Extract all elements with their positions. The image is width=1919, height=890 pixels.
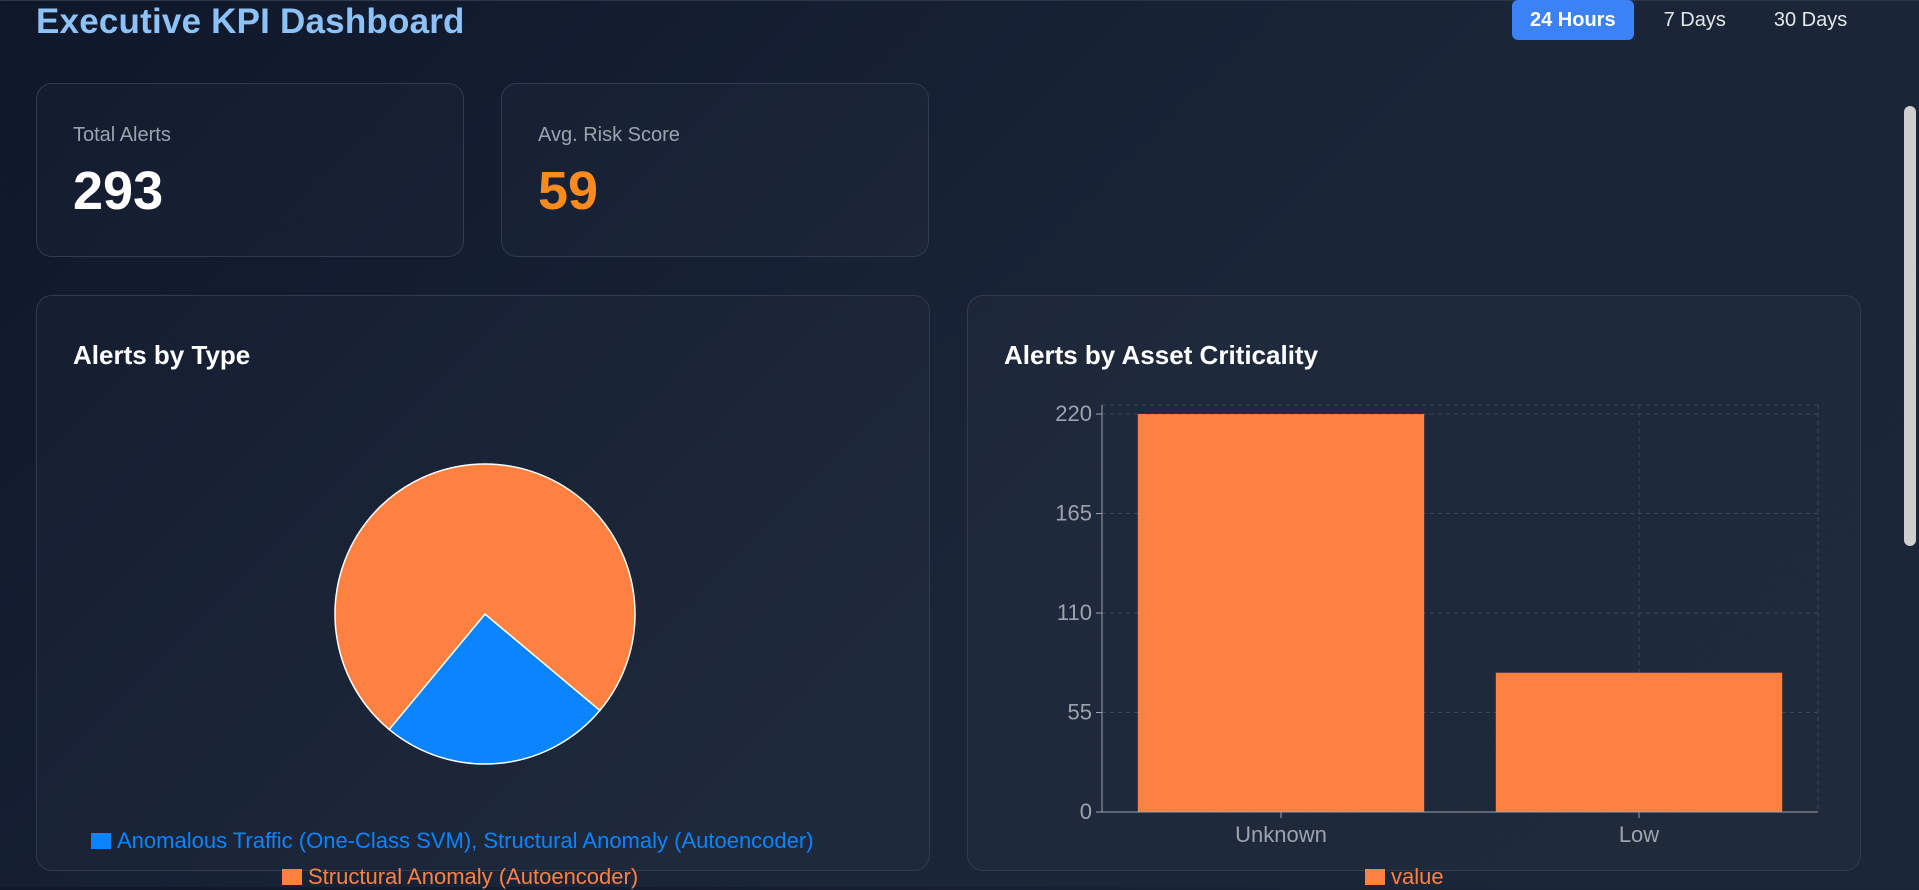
tab-24-hours[interactable]: 24 Hours xyxy=(1512,0,1634,40)
bar-unknown[interactable] xyxy=(1137,414,1425,812)
time-range-tabs: 24 Hours 7 Days 30 Days xyxy=(1512,0,1865,40)
panel-alerts-by-criticality: Alerts by Asset Criticality 0 55 110 165 220… xyxy=(967,295,1861,871)
panel-title-alerts-by-criticality: Alerts by Asset Criticality xyxy=(1004,340,1319,370)
page-scrollbar[interactable] xyxy=(1901,0,1919,887)
tab-7-days[interactable]: 7 Days xyxy=(1663,8,1726,31)
y-tick-label: 165 xyxy=(1055,501,1092,526)
kpi-card-avg-risk-score: Avg. Risk Score 59 xyxy=(501,83,929,257)
bar-low[interactable] xyxy=(1495,672,1783,812)
y-tick-label: 110 xyxy=(1057,600,1092,625)
y-tick-label: 55 xyxy=(1068,700,1092,725)
legend-swatch-icon xyxy=(282,869,302,885)
kpi-label-total-alerts: Total Alerts xyxy=(73,124,171,146)
page-title: Executive KPI Dashboard xyxy=(36,2,465,41)
bar-legend-item-0[interactable]: value xyxy=(1365,864,1444,890)
page-scrollbar-thumb[interactable] xyxy=(1904,106,1916,546)
panel-title-alerts-by-type: Alerts by Type xyxy=(73,340,251,370)
y-tick-label: 220 xyxy=(1055,401,1092,426)
x-tick-label: Low xyxy=(1619,822,1659,847)
legend-swatch-icon xyxy=(91,833,111,849)
kpi-label-avg-risk-score: Avg. Risk Score xyxy=(538,124,680,146)
kpi-value-total-alerts: 293 xyxy=(73,161,164,221)
top-border xyxy=(0,0,1919,1)
kpi-value-avg-risk-score: 59 xyxy=(538,161,599,221)
legend-label: Anomalous Traffic (One-Class SVM), Struc… xyxy=(117,828,814,853)
tab-30-days[interactable]: 30 Days xyxy=(1773,8,1848,31)
x-tick-label: Unknown xyxy=(1235,822,1327,847)
pie-slice-0[interactable] xyxy=(388,612,601,765)
panel-alerts-by-type: Alerts by Type Anomalous Traffic (One-Cl… xyxy=(36,295,930,871)
kpi-card-total-alerts: Total Alerts 293 xyxy=(36,83,464,257)
legend-label: value xyxy=(1391,864,1444,889)
legend-label: Structural Anomaly (Autoencoder) xyxy=(308,864,639,889)
pie-legend-item-0[interactable]: Anomalous Traffic (One-Class SVM), Struc… xyxy=(91,828,814,854)
pie-slice-1[interactable] xyxy=(334,463,636,731)
y-tick-label: 0 xyxy=(1080,799,1092,824)
bar-chart-alerts-by-criticality: 0 55 110 165 220 Unknown Low xyxy=(1055,401,1819,847)
legend-swatch-icon xyxy=(1365,869,1385,885)
pie-chart-alerts-by-type xyxy=(334,463,636,765)
pie-legend-item-1[interactable]: Structural Anomaly (Autoencoder) xyxy=(282,864,638,890)
